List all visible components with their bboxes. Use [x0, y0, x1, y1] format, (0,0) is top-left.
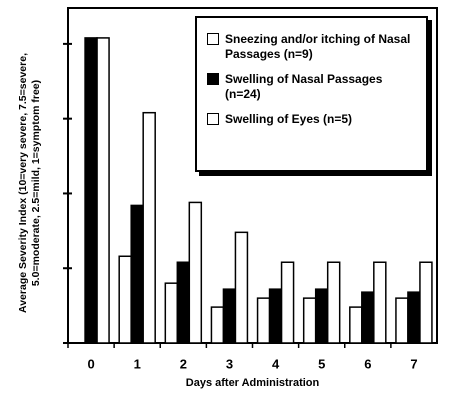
- bar: [395, 297, 409, 344]
- legend-item: Swelling of Nasal Passages (n=24): [207, 72, 420, 102]
- x-axis-label: Days after Administration: [185, 377, 320, 389]
- bar: [256, 297, 271, 344]
- bar: [268, 288, 283, 344]
- bar: [361, 291, 375, 344]
- legend-label: Sneezing and/or itching of Nasal Passage…: [225, 32, 411, 61]
- legend-label: Swelling of Eyes (n=5): [225, 112, 353, 126]
- bar: [349, 306, 363, 344]
- x-tick-label: 2: [180, 356, 187, 371]
- legend-item: Swelling of Eyes (n=5): [207, 112, 420, 127]
- legend-item: Sneezing and/or itching of Nasal Passage…: [207, 32, 420, 62]
- x-tick-label: 0: [87, 356, 94, 371]
- x-tick-label: 5: [318, 356, 325, 371]
- bar: [302, 297, 317, 344]
- legend-label: Swelling of Nasal Passages (n=24): [225, 72, 383, 101]
- x-tick-label: 4: [272, 356, 280, 371]
- bar: [210, 306, 225, 344]
- bar: [130, 204, 144, 344]
- bar: [164, 282, 179, 344]
- bar: [373, 261, 387, 344]
- bar: [222, 288, 237, 344]
- bar: [188, 201, 203, 344]
- bar: [419, 261, 433, 344]
- legend-swatch: [207, 113, 219, 125]
- x-tick-label: 3: [226, 356, 233, 371]
- bar: [326, 261, 341, 344]
- y-axis-label: Average Severity Index (10=very severe, …: [17, 53, 42, 313]
- bar: [84, 37, 98, 344]
- legend-swatch: [207, 73, 219, 85]
- x-tick-label: 6: [364, 356, 371, 371]
- bar: [280, 261, 295, 344]
- legend: Sneezing and/or itching of Nasal Passage…: [195, 16, 428, 172]
- x-tick-label: 1: [134, 356, 141, 371]
- bar: [142, 111, 156, 344]
- bar: [96, 37, 110, 344]
- bar: [176, 261, 191, 344]
- bar: [234, 231, 249, 344]
- x-tick-label: 7: [410, 356, 417, 371]
- bar: [407, 291, 421, 344]
- legend-swatch: [207, 33, 219, 45]
- bar: [314, 288, 329, 344]
- bar: [118, 255, 132, 344]
